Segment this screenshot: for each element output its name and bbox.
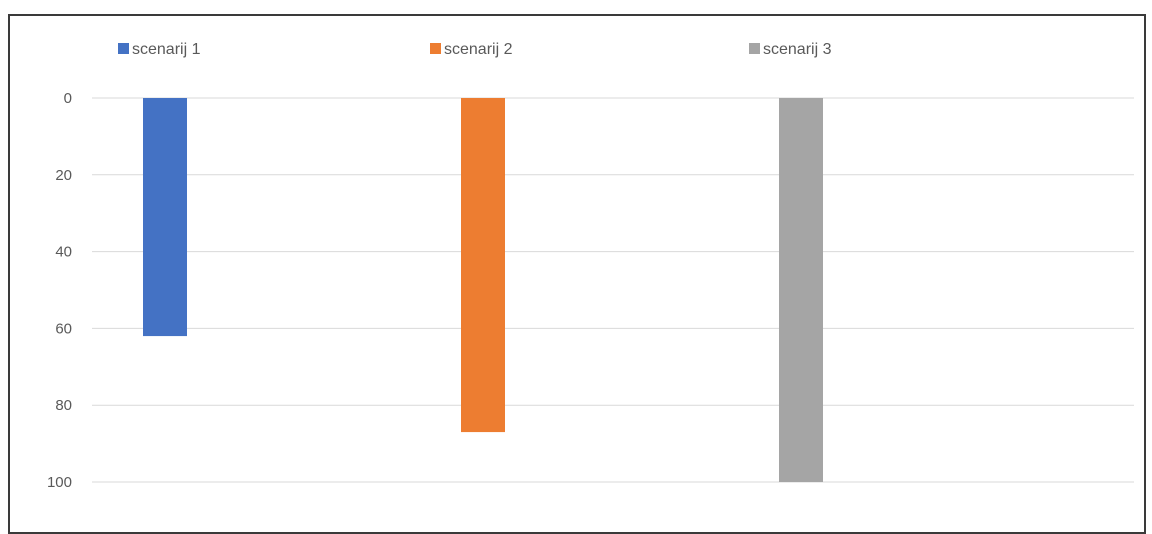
bar-scenarij-2 [461, 98, 505, 433]
bar-scenarij-3 [779, 98, 823, 482]
legend: scenarij 1 scenarij 2 scenarij 3 [118, 41, 832, 58]
y-tick-label: 100 [47, 474, 72, 491]
legend-label: scenarij 1 [132, 41, 201, 58]
legend-swatch [430, 43, 441, 54]
legend-label: scenarij 3 [763, 41, 832, 58]
gridlines [92, 97, 1134, 483]
y-tick-label: 80 [55, 397, 72, 414]
y-tick-label: 40 [55, 244, 72, 261]
legend-swatch [118, 43, 129, 54]
bar-scenarij-1 [143, 98, 187, 337]
chart-frame [8, 14, 1146, 534]
legend-label: scenarij 2 [444, 41, 513, 58]
y-axis-tick-labels: 0 20 40 60 80 100 [47, 90, 72, 491]
bars [143, 98, 823, 482]
legend-swatch [749, 43, 760, 54]
y-tick-label: 0 [64, 90, 72, 107]
y-tick-label: 20 [55, 167, 72, 184]
y-tick-label: 60 [55, 320, 72, 337]
